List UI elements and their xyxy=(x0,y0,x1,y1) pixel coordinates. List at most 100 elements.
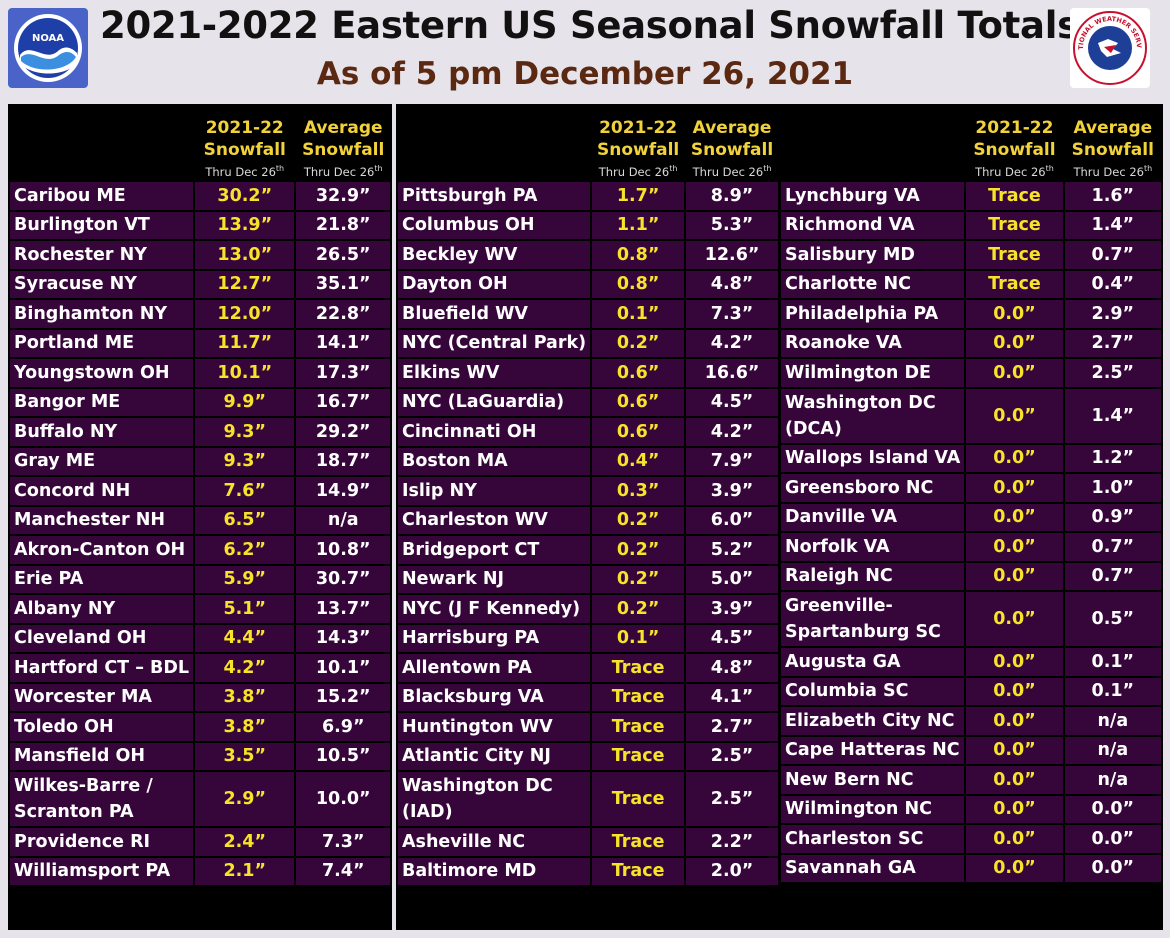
city-name: Richmond VA xyxy=(781,211,965,239)
table-row: Toledo OH 3.8” 6.9” xyxy=(10,713,390,741)
snowfall-table: 2021-22 Snowfall Thru Dec 26th Average Snowf… xyxy=(8,104,392,887)
city-name: Caribou ME xyxy=(10,182,194,210)
season-snowfall: 13.0” xyxy=(195,241,295,269)
season-snowfall: 0.0” xyxy=(966,707,1063,735)
season-snowfall: 9.9” xyxy=(195,388,295,416)
average-snowfall: 0.5” xyxy=(1064,592,1161,646)
season-snowfall: 0.2” xyxy=(592,595,685,623)
snowfall-table-left: 2021-22 Snowfall Thru Dec 26th Average Snowf… xyxy=(8,104,392,930)
season-snowfall: 0.8” xyxy=(592,270,685,298)
season-snowfall: Trace xyxy=(592,772,685,826)
city-name: Elkins WV xyxy=(398,359,591,387)
table-row: Erie PA 5.9” 30.7” xyxy=(10,565,390,593)
average-snowfall: 0.9” xyxy=(1064,503,1161,531)
city-name: Bangor ME xyxy=(10,388,194,416)
season-snowfall: 30.2” xyxy=(195,182,295,210)
city-name: Greenville-Spartanburg SC xyxy=(781,592,965,646)
table-row: Providence RI 2.4” 7.3” xyxy=(10,828,390,856)
table-row: Greenville-Spartanburg SC 0.0” 0.5” xyxy=(781,592,1161,646)
average-snowfall: 5.2” xyxy=(686,536,778,564)
season-snowfall: 7.6” xyxy=(195,477,295,505)
table-row: Williamsport PA 2.1” 7.4” xyxy=(10,857,390,885)
average-snowfall: 0.0” xyxy=(1064,825,1161,853)
header-line3: Thru Dec 26th xyxy=(1073,164,1153,179)
table-row: Wallops Island VA 0.0” 1.2” xyxy=(781,444,1161,472)
city-name: Mansfield OH xyxy=(10,742,194,770)
city-name: Erie PA xyxy=(10,565,194,593)
season-snowfall: 11.7” xyxy=(195,329,295,357)
city-name: Providence RI xyxy=(10,828,194,856)
noaa-logo-icon: NOAA xyxy=(14,14,82,82)
table-header-row: 2021-22 Snowfall Thru Dec 26th Average Snowf… xyxy=(781,106,1161,180)
average-snowfall: 2.2” xyxy=(686,828,778,856)
average-snowfall: 18.7” xyxy=(296,447,390,475)
table-header-row: 2021-22 Snowfall Thru Dec 26th Average Snowf… xyxy=(398,106,778,180)
header-line1: Average xyxy=(1073,118,1153,139)
table-row: Richmond VA Trace 1.4” xyxy=(781,211,1161,239)
city-name: Allentown PA xyxy=(398,654,591,682)
season-snowfall: 0.0” xyxy=(966,592,1063,646)
table-row: Savannah GA 0.0” 0.0” xyxy=(781,854,1161,882)
average-snowfall: 1.6” xyxy=(1064,182,1161,210)
table-header-row: 2021-22 Snowfall Thru Dec 26th Average Snowf… xyxy=(10,106,390,180)
header-line1: 2021-22 xyxy=(205,118,284,139)
average-snowfall: 10.0” xyxy=(296,772,390,826)
season-snowfall: Trace xyxy=(966,211,1063,239)
average-snowfall: 35.1” xyxy=(296,270,390,298)
average-snowfall: 7.3” xyxy=(686,300,778,328)
average-snowfall: 12.6” xyxy=(686,241,778,269)
average-snowfall: 32.9” xyxy=(296,182,390,210)
table-row: Akron-Canton OH 6.2” 10.8” xyxy=(10,536,390,564)
table-row: Atlantic City NJ Trace 2.5” xyxy=(398,742,778,770)
average-snowfall: 10.5” xyxy=(296,742,390,770)
season-snowfall: 13.9” xyxy=(195,211,295,239)
table-row: New Bern NC 0.0” n/a xyxy=(781,766,1161,794)
table-row: Buffalo NY 9.3” 29.2” xyxy=(10,418,390,446)
season-snowfall: 0.0” xyxy=(966,736,1063,764)
season-snowfall: 0.0” xyxy=(966,533,1063,561)
average-snowfall: 2.0” xyxy=(686,857,778,885)
table-row: Newark NJ 0.2” 5.0” xyxy=(398,565,778,593)
average-snowfall: 3.9” xyxy=(686,595,778,623)
season-snowfall: 0.0” xyxy=(966,854,1063,882)
average-snowfall: 0.7” xyxy=(1064,241,1161,269)
city-name: Blacksburg VA xyxy=(398,683,591,711)
table-row: Harrisburg PA 0.1” 4.5” xyxy=(398,624,778,652)
city-name: Baltimore MD xyxy=(398,857,591,885)
average-snowfall: 2.5” xyxy=(686,772,778,826)
season-snowfall: 0.2” xyxy=(592,329,685,357)
page-subtitle: As of 5 pm December 26, 2021 xyxy=(316,56,854,92)
season-snowfall: 0.1” xyxy=(592,624,685,652)
city-name: Worcester MA xyxy=(10,683,194,711)
city-name: Augusta GA xyxy=(781,648,965,676)
average-snowfall: 30.7” xyxy=(296,565,390,593)
table-row: Wilmington NC 0.0” 0.0” xyxy=(781,795,1161,823)
table-row: Charleston SC 0.0” 0.0” xyxy=(781,825,1161,853)
average-snowfall: 1.4” xyxy=(1064,211,1161,239)
average-snowfall: 2.5” xyxy=(1064,359,1161,387)
average-snowfall: 1.2” xyxy=(1064,444,1161,472)
table-row: Cape Hatteras NC 0.0” n/a xyxy=(781,736,1161,764)
city-name: Huntington WV xyxy=(398,713,591,741)
city-name: Cincinnati OH xyxy=(398,418,591,446)
city-name: Norfolk VA xyxy=(781,533,965,561)
table-row: Bangor ME 9.9” 16.7” xyxy=(10,388,390,416)
average-snowfall: 16.6” xyxy=(686,359,778,387)
table-row: Washington DC (IAD) Trace 2.5” xyxy=(398,772,778,826)
city-name: Cleveland OH xyxy=(10,624,194,652)
average-snowfall: 3.9” xyxy=(686,477,778,505)
season-snowfall: Trace xyxy=(592,742,685,770)
average-snowfall: n/a xyxy=(1064,766,1161,794)
average-snowfall: 4.5” xyxy=(686,388,778,416)
average-snowfall: 0.0” xyxy=(1064,854,1161,882)
table-row: Raleigh NC 0.0” 0.7” xyxy=(781,562,1161,590)
average-snowfall: 0.7” xyxy=(1064,562,1161,590)
season-snowfall: 0.0” xyxy=(966,474,1063,502)
city-name: Washington DC (IAD) xyxy=(398,772,591,826)
table-row: Allentown PA Trace 4.8” xyxy=(398,654,778,682)
header-blank-cell xyxy=(781,106,965,180)
city-name: Albany NY xyxy=(10,595,194,623)
average-snowfall: 4.8” xyxy=(686,270,778,298)
city-name: Wilkes-Barre / Scranton PA xyxy=(10,772,194,826)
city-name: Columbia SC xyxy=(781,677,965,705)
